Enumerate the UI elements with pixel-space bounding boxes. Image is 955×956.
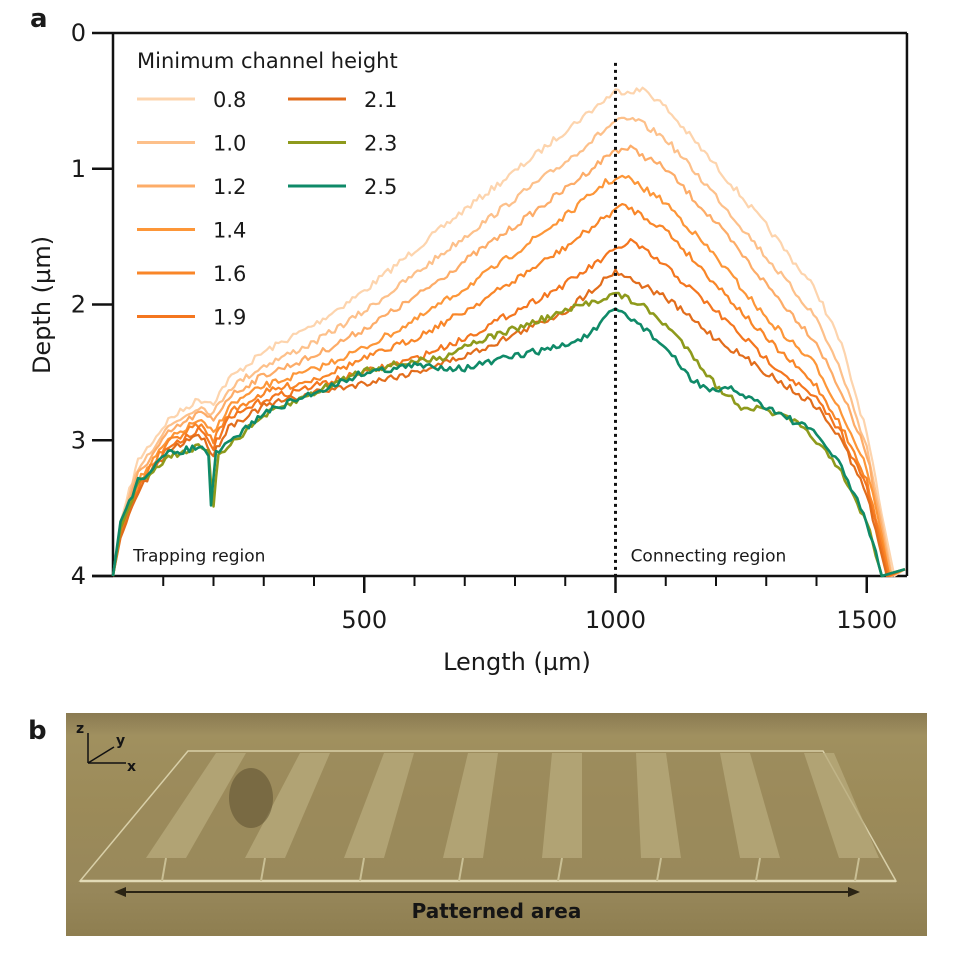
channel-stripe [146, 753, 246, 858]
y-tick-label: 1 [71, 155, 86, 183]
x-axis-label: Length (µm) [443, 648, 591, 676]
series-line-2-3 [111, 291, 906, 578]
axis-x-label: x [127, 759, 137, 775]
channel-stripe [245, 753, 330, 858]
legend-label-1-4: 1.4 [213, 219, 246, 243]
channel-stripe [804, 753, 879, 858]
channel-connector [656, 857, 662, 882]
legend-label-2-3: 2.3 [364, 132, 397, 156]
legend-title: Minimum channel height [137, 49, 398, 73]
y-tick-label: 2 [71, 291, 86, 319]
channel-connector [161, 857, 167, 882]
series-line-1-0 [111, 116, 906, 578]
y-axis-label: Depth (µm) [28, 236, 56, 374]
axis-y-arrow [87, 746, 115, 764]
x-tick-label: 500 [341, 606, 387, 634]
panel-b-label: b [28, 716, 47, 746]
series-line-1-4 [111, 174, 906, 578]
x-tick-label: 1000 [585, 606, 646, 634]
series-line-2-1 [111, 268, 906, 578]
panel-a-label: a [30, 4, 48, 34]
series-line-0-8 [111, 86, 906, 578]
axis-z-label: z [76, 721, 85, 737]
legend-label-1-6: 1.6 [213, 262, 246, 286]
smudge [229, 768, 273, 828]
y-tick-label: 0 [71, 19, 86, 47]
legend-label-2-1: 2.1 [364, 88, 397, 112]
trapping-region-label: Trapping region [132, 547, 265, 567]
series-line-1-2 [111, 144, 906, 578]
legend-label-1-2: 1.2 [213, 175, 246, 199]
channel-connector [854, 857, 860, 882]
legend-label-1-0: 1.0 [213, 132, 246, 156]
legend-label-1-9: 1.9 [213, 306, 246, 330]
y-tick-label: 4 [71, 562, 86, 590]
channel-stripe [720, 753, 780, 858]
patterned-area-caption: Patterned area [411, 899, 582, 923]
axis-y-label: y [116, 733, 126, 749]
legend-label-2-5: 2.5 [364, 175, 397, 199]
series-line-1-9 [111, 238, 906, 578]
channel-stripe [344, 753, 414, 858]
legend-label-0-8: 0.8 [213, 88, 246, 112]
patterned-slide-photo: z y x Patterned area [66, 713, 927, 936]
depth-profile-chart: 0 1 2 3 4 500 1000 1500 Length (µm) Depth (µm) Tra… [28, 19, 909, 676]
series-line-1-6 [111, 203, 906, 578]
y-tick-label: 3 [71, 426, 86, 454]
series-line-2-5 [111, 307, 906, 578]
arrow-head-right [848, 887, 860, 897]
channel-connector [458, 857, 464, 882]
channel-connector [557, 857, 563, 882]
arrow-head-left [114, 887, 126, 897]
channel-connector [359, 857, 365, 882]
x-tick-label: 1500 [836, 606, 897, 634]
channel-stripe [636, 753, 681, 858]
connecting-region-label: Connecting region [631, 547, 787, 567]
channel-stripe [443, 753, 498, 858]
channel-connector [755, 857, 761, 882]
channel-stripe [542, 753, 582, 858]
channel-connector [260, 857, 266, 882]
